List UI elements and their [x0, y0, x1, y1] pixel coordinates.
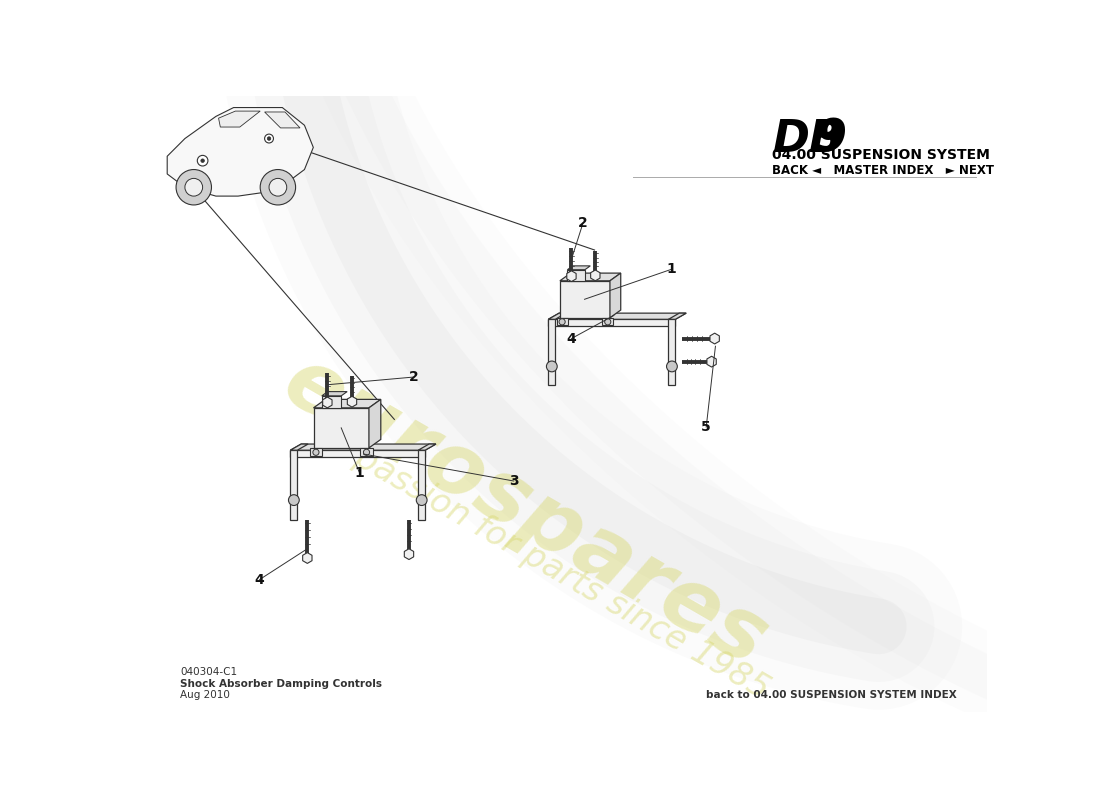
Text: 5: 5: [702, 420, 711, 434]
Polygon shape: [302, 553, 312, 563]
Polygon shape: [566, 270, 576, 282]
Text: DB: DB: [772, 118, 843, 161]
Text: Shock Absorber Damping Controls: Shock Absorber Damping Controls: [180, 679, 383, 689]
Text: 4: 4: [255, 573, 264, 586]
Text: 1: 1: [355, 466, 364, 480]
Polygon shape: [602, 318, 614, 325]
Polygon shape: [669, 319, 675, 385]
Circle shape: [363, 450, 370, 455]
Text: 4: 4: [566, 331, 576, 346]
Text: eurospares: eurospares: [268, 340, 782, 684]
Polygon shape: [710, 333, 719, 344]
Circle shape: [201, 159, 205, 162]
Circle shape: [270, 178, 287, 196]
Polygon shape: [310, 448, 322, 456]
Polygon shape: [405, 549, 414, 559]
Circle shape: [267, 137, 271, 140]
Text: 04.00 SUSPENSION SYSTEM: 04.00 SUSPENSION SYSTEM: [772, 148, 990, 162]
Polygon shape: [219, 111, 261, 127]
Polygon shape: [265, 112, 300, 128]
Polygon shape: [314, 399, 381, 408]
Polygon shape: [557, 318, 568, 325]
Polygon shape: [609, 273, 620, 318]
Circle shape: [288, 494, 299, 506]
Circle shape: [265, 134, 274, 143]
Polygon shape: [361, 448, 373, 456]
Polygon shape: [560, 273, 620, 281]
Polygon shape: [290, 450, 425, 457]
Polygon shape: [568, 266, 591, 270]
Polygon shape: [290, 444, 436, 450]
Polygon shape: [568, 270, 585, 281]
Text: 2: 2: [579, 216, 587, 230]
Circle shape: [176, 170, 211, 205]
Text: 2: 2: [409, 370, 418, 384]
Polygon shape: [167, 107, 314, 196]
Circle shape: [605, 318, 610, 325]
Polygon shape: [290, 444, 308, 450]
Polygon shape: [591, 270, 600, 281]
Polygon shape: [560, 281, 609, 318]
Polygon shape: [290, 450, 297, 519]
Circle shape: [197, 155, 208, 166]
Text: 040304-C1: 040304-C1: [180, 667, 238, 678]
Polygon shape: [707, 356, 716, 367]
Circle shape: [667, 361, 678, 372]
Polygon shape: [322, 397, 332, 408]
Circle shape: [261, 170, 296, 205]
Text: 3: 3: [509, 474, 518, 488]
Circle shape: [416, 494, 427, 506]
Circle shape: [559, 318, 565, 325]
Circle shape: [547, 361, 558, 372]
Text: a passion for parts since 1985: a passion for parts since 1985: [322, 426, 774, 706]
Polygon shape: [548, 319, 556, 385]
Circle shape: [185, 178, 202, 196]
Text: 1: 1: [667, 262, 676, 276]
Polygon shape: [548, 313, 566, 319]
Polygon shape: [418, 444, 436, 450]
Polygon shape: [548, 313, 686, 319]
Text: back to 04.00 SUSPENSION SYSTEM INDEX: back to 04.00 SUSPENSION SYSTEM INDEX: [706, 690, 957, 700]
Text: BACK ◄   MASTER INDEX   ► NEXT: BACK ◄ MASTER INDEX ► NEXT: [772, 164, 993, 177]
Text: 9: 9: [815, 118, 847, 161]
Polygon shape: [368, 399, 381, 448]
Polygon shape: [669, 313, 686, 319]
Polygon shape: [418, 450, 425, 519]
Circle shape: [312, 450, 319, 455]
Text: Aug 2010: Aug 2010: [180, 690, 230, 700]
Polygon shape: [322, 396, 341, 408]
Polygon shape: [348, 396, 356, 407]
Polygon shape: [322, 392, 348, 396]
Polygon shape: [548, 319, 675, 326]
Polygon shape: [314, 408, 369, 448]
